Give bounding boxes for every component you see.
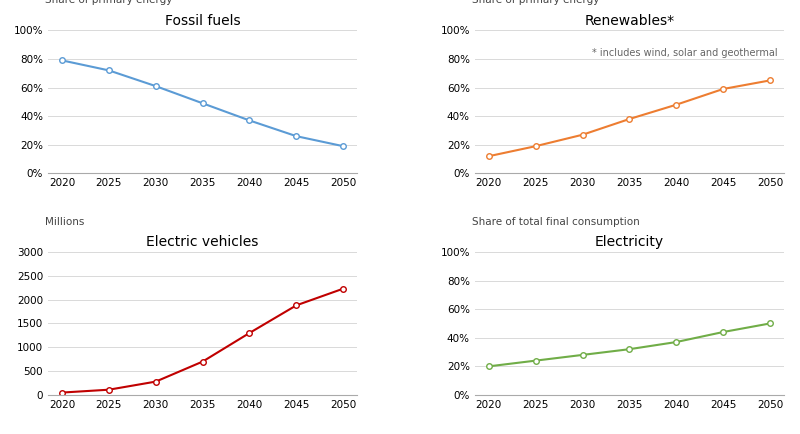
Text: Share of total final consumption: Share of total final consumption bbox=[472, 217, 640, 227]
Title: Electricity: Electricity bbox=[595, 235, 664, 250]
Text: * includes wind, solar and geothermal: * includes wind, solar and geothermal bbox=[592, 48, 778, 58]
Text: Share of primary energy: Share of primary energy bbox=[472, 0, 599, 5]
Text: Share of primary energy: Share of primary energy bbox=[46, 0, 173, 5]
Text: Millions: Millions bbox=[46, 217, 85, 227]
Title: Renewables*: Renewables* bbox=[584, 14, 674, 28]
Title: Electric vehicles: Electric vehicles bbox=[146, 235, 259, 250]
Title: Fossil fuels: Fossil fuels bbox=[165, 14, 241, 28]
